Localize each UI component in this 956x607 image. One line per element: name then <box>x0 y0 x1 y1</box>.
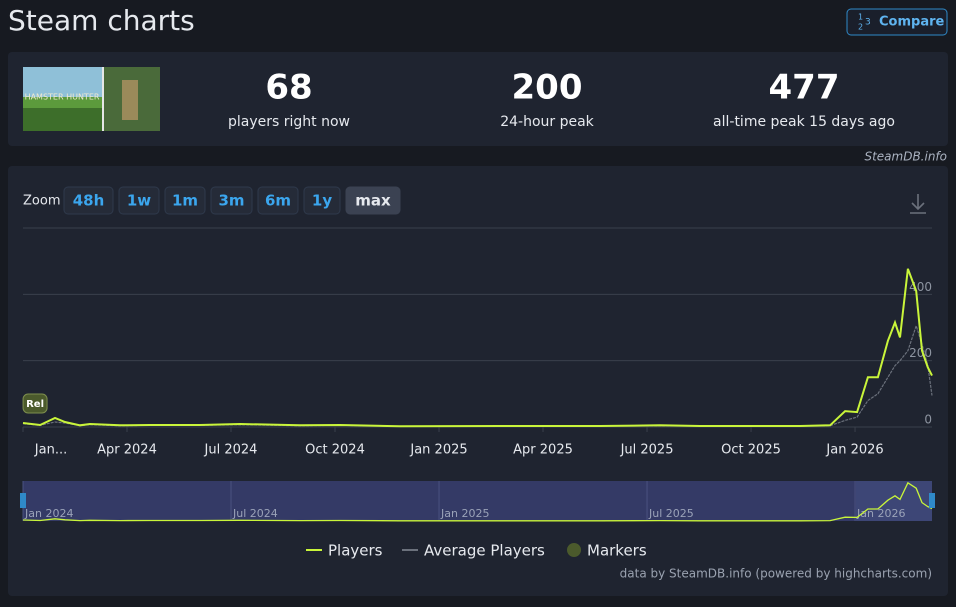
zoom-button[interactable] <box>303 186 341 215</box>
navigator-label: Jan 2025 <box>440 507 489 520</box>
y-tick-label: 400 <box>909 280 932 294</box>
zoom-button[interactable] <box>210 186 253 215</box>
x-tick-label: Apr 2025 <box>513 443 573 458</box>
y-tick-label: 0 <box>924 413 932 427</box>
navigator-selection[interactable] <box>856 481 932 521</box>
marker <box>22 393 48 414</box>
zoom-button-label[interactable]: 3m <box>218 192 244 210</box>
stat-label: players right now <box>228 114 350 130</box>
zoom-label: Zoom <box>23 194 60 209</box>
x-tick-label: Jan 2026 <box>825 443 883 458</box>
zoom-button[interactable] <box>257 186 299 215</box>
x-tick-label: Jan 2025 <box>409 443 467 458</box>
svg-text:1: 1 <box>858 13 863 22</box>
legend-label[interactable]: Markers <box>587 542 647 560</box>
credits: data by SteamDB.info (powered by highcha… <box>620 567 932 581</box>
stat-value: 68 <box>265 68 312 108</box>
legend-label[interactable]: Average Players <box>424 542 545 560</box>
stat-value: 200 <box>512 68 583 108</box>
zoom-button-label[interactable]: max <box>355 192 391 210</box>
zoom-button-label[interactable]: 6m <box>265 192 291 210</box>
zoom-button[interactable] <box>118 186 160 215</box>
navigator[interactable] <box>23 481 932 521</box>
legend-label[interactable]: Players <box>328 542 383 560</box>
zoom-button-label[interactable]: 48h <box>73 192 105 210</box>
zoom-button[interactable] <box>345 186 401 215</box>
source: SteamDB.info <box>864 150 947 164</box>
navigator-handle[interactable] <box>20 493 26 508</box>
x-tick-label: Jan... <box>34 443 67 458</box>
series-line <box>22 268 933 428</box>
x-tick-label: Apr 2024 <box>97 443 157 458</box>
compare-button[interactable]: 12 3 Compare <box>846 8 948 36</box>
x-tick-label: Oct 2024 <box>305 443 365 458</box>
navigator-label: Jul 2025 <box>648 507 694 520</box>
chart-panel <box>8 166 948 596</box>
stat-value: 477 <box>769 68 840 108</box>
x-tick-label: Jul 2025 <box>620 443 674 458</box>
compare-label[interactable]: Compare <box>879 15 945 30</box>
marker-label: Rel <box>26 399 44 410</box>
svg-text:3: 3 <box>865 18 871 28</box>
svg-text:2: 2 <box>858 23 863 32</box>
x-tick-label: Jul 2024 <box>204 443 258 458</box>
zoom-button-label[interactable]: 1y <box>312 192 332 210</box>
navigator-label: Jan 2026 <box>856 507 905 520</box>
stats-panel <box>8 52 948 146</box>
y-tick-label: 200 <box>909 346 932 360</box>
navigator-handle[interactable] <box>929 493 935 508</box>
stat-label: 24-hour peak <box>500 114 594 130</box>
zoom-button[interactable] <box>63 186 114 215</box>
app-caption: HAMSTER HUNTER <box>25 93 100 102</box>
navigator-label: Jul 2024 <box>232 507 278 520</box>
legend-swatch <box>567 543 581 557</box>
app-image: HAMSTER HUNTER <box>23 67 160 131</box>
zoom-button-label[interactable]: 1m <box>172 192 198 210</box>
zoom-button[interactable] <box>164 186 206 215</box>
navigator-label: Jan 2024 <box>24 507 73 520</box>
x-tick-label: Oct 2025 <box>721 443 781 458</box>
navigator-line <box>22 481 933 522</box>
page-title: Steam charts <box>8 4 195 37</box>
zoom-button-label[interactable]: 1w <box>127 192 151 210</box>
download-icon[interactable] <box>910 194 926 214</box>
stat-label: all-time peak 15 days ago <box>713 114 895 130</box>
